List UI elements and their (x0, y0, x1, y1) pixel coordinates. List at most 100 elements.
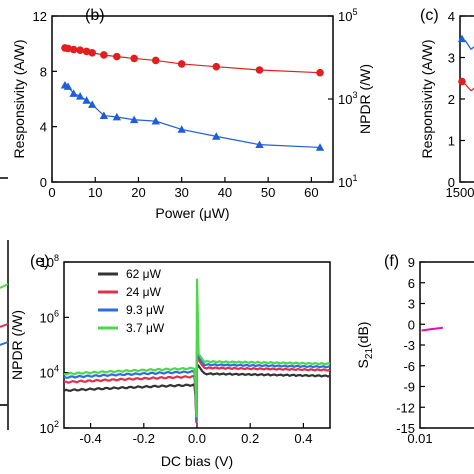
legend-label: 3.7 μW (126, 321, 165, 335)
panel-c-ticks: 0 1 2 3 4 1500 (446, 9, 474, 200)
panel-e-ytick-label: 108 (40, 253, 59, 270)
panel-b-xtick-label: 50 (261, 185, 275, 200)
panel-b-point (255, 140, 264, 149)
panel-b-y2tick-label-base: 10 (338, 92, 352, 107)
panel-e-legend: 62 μW 24 μW 9.3 μW 3.7 μW (98, 267, 165, 335)
panel-c-ytick-label: 2 (448, 92, 455, 107)
panel-e-ytick-label-exp: 2 (54, 419, 59, 429)
panel-f-ticks: 9 6 3 0 -3 -6 -9 -12 -150.01 (396, 255, 432, 446)
panel-f-ylabel-unit: (dB) (355, 322, 371, 348)
panel-e-ytick-label: 106 (40, 308, 59, 325)
panel-f-ytick-label: -3 (403, 338, 415, 353)
panel-b-ytick-label: 8 (40, 64, 47, 79)
panel-b-point (177, 125, 186, 133)
panel-b-xlabel: Power (μW) (155, 205, 229, 221)
panel-label-e: (e) (30, 253, 50, 270)
panel-c-series (457, 34, 474, 92)
panel-e-series-line-3 (63, 278, 331, 418)
panel-f-ylabel-sub: 21 (364, 348, 375, 360)
chart-panel-c: 0 1 2 3 4 1500 Responsivity (A/W) (419, 9, 474, 200)
panel-f-ytick-label: -6 (403, 359, 415, 374)
remnant-red-line (0, 323, 9, 328)
panel-b-frame (51, 15, 334, 183)
panel-b-ytick-label: 12 (33, 9, 47, 24)
panel-e-ytick-label: 104 (40, 364, 59, 381)
panel-e-ytick-label-base: 10 (40, 421, 54, 436)
panel-label-c: (c) (420, 7, 439, 24)
panel-e-xlabel: DC bias (V) (161, 453, 233, 469)
panel-c-point (457, 34, 467, 43)
panel-f-ytick-label: -12 (396, 400, 415, 415)
panel-b-y2tick-label: 105 (338, 7, 357, 24)
panel-c-xtick-label: 1500 (446, 185, 474, 200)
panel-e-series (63, 278, 331, 424)
panel-b-point (315, 143, 325, 151)
panel-c-ylabel: Responsivity (A/W) (419, 39, 435, 158)
panel-e-xtick-label: -0.2 (133, 431, 155, 446)
panel-f-xtick-label: 0.01 (407, 431, 432, 446)
panel-b-point (75, 92, 85, 100)
panel-b-ytick-label: 4 (40, 120, 47, 135)
panel-b-y2tick-label-base: 10 (338, 175, 352, 190)
legend-label: 9.3 μW (126, 303, 165, 317)
panel-b-point (130, 54, 138, 63)
remnant-blue-line (0, 341, 9, 346)
panel-b-xtick-label: 10 (88, 185, 102, 200)
panel-label-f: (f) (384, 253, 399, 270)
panel-f-series-line-0 (421, 326, 443, 332)
panel-e-xtick-label: -0.4 (79, 431, 101, 446)
chart-panel-f: 9 6 3 0 -3 -6 -9 -12 -150.01 S21(dB) (355, 255, 474, 446)
panel-f-ytick-label: -9 (403, 380, 415, 395)
panel-c-ytick-label: 0 (448, 175, 455, 190)
legend-label: 62 μW (126, 267, 162, 281)
panel-e-ylabel: NPDR (/W) (9, 310, 25, 380)
panel-e-ytick-label: 102 (40, 419, 59, 436)
panel-e-ytick-label-exp: 6 (54, 308, 59, 318)
remnant-green-line (0, 283, 9, 289)
panel-b-xtick-label: 0 (48, 185, 55, 200)
panel-b-point (112, 112, 122, 121)
panel-b-point (151, 116, 160, 125)
panel-b-y2tick-label: 101 (338, 173, 357, 190)
panel-b-point (63, 82, 73, 90)
panel-b-point (129, 115, 139, 124)
panel-b-xtick-label: 30 (174, 185, 188, 200)
panel-b-y2tick-label: 103 (338, 90, 357, 107)
panel-b-y2tick-label-exp: 5 (352, 7, 357, 17)
panel-e-ytick-label-base: 10 (40, 366, 54, 381)
panel-b-point (82, 96, 91, 104)
panel-f-ylabel-main: S (355, 359, 371, 368)
panel-b-series (60, 44, 325, 151)
panel-f-ytick-label: 3 (408, 297, 415, 312)
panel-e-ytick-label-base: 10 (40, 255, 54, 270)
panel-b-ytick-label: 0 (40, 175, 47, 190)
panel-b-xtick-label: 40 (218, 185, 232, 200)
panel-e-xtick-label: 0.2 (241, 431, 259, 446)
panel-f-ytick-label: 6 (408, 276, 415, 291)
panel-b-point (212, 132, 221, 140)
panel-b-point (88, 48, 97, 57)
legend-label: 24 μW (126, 285, 162, 299)
panel-e-ytick-label-exp: 4 (54, 364, 59, 374)
panel-c-ytick-label: 3 (448, 51, 455, 66)
panel-b-y2tick-label-base: 10 (338, 9, 352, 24)
panel-c-point (458, 77, 466, 86)
panel-b-point (76, 46, 84, 54)
panel-b-point (100, 51, 108, 59)
panel-f-ytick-label: 0 (408, 317, 415, 332)
panel-c-ytick-label: 1 (448, 134, 455, 149)
panel-b-point (69, 89, 78, 97)
panel-b-point (113, 52, 121, 61)
panel-b-point (255, 66, 264, 74)
panel-e-ytick-label-base: 10 (40, 310, 54, 325)
panel-b-y2tick-label-exp: 1 (352, 173, 357, 183)
panel-b-point (88, 100, 97, 108)
panel-b-xtick-label: 20 (131, 185, 145, 200)
panel-f-series (421, 326, 443, 332)
panel-e-ytick-label-exp: 8 (54, 253, 59, 263)
